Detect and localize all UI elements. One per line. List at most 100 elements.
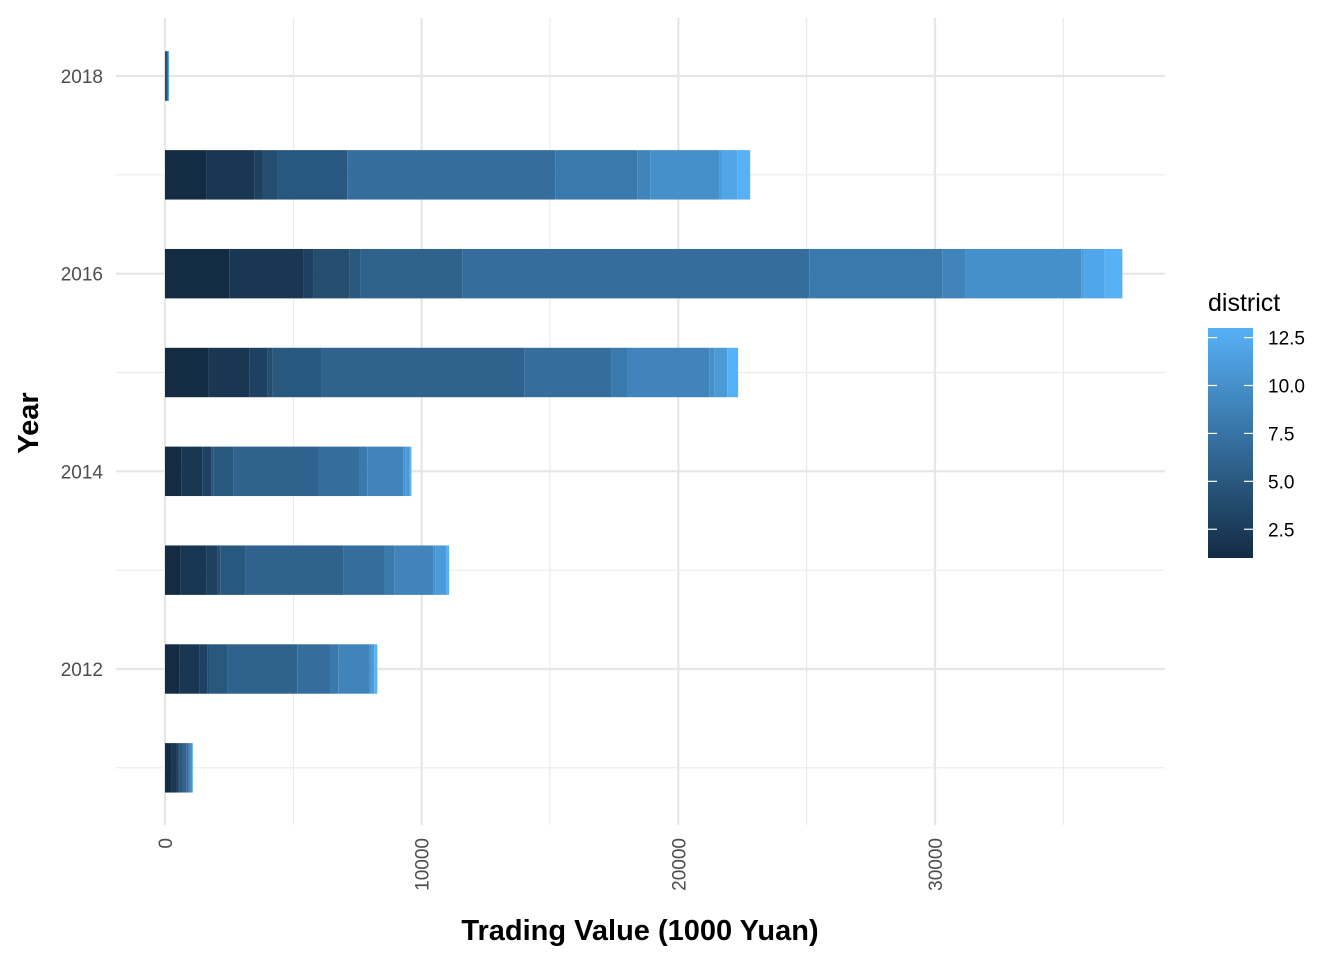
legend-tick-label: 5.0: [1268, 472, 1294, 493]
bar-segment-2011-district-8: [188, 743, 190, 793]
y-tick-label: 2012: [61, 660, 103, 681]
bar-segment-2017-district-2: [206, 150, 255, 200]
bar-segment-2011-district-7: [186, 743, 189, 793]
bar-segment-2013-district-7: [343, 545, 385, 595]
bar-segment-2016-district-7: [462, 248, 810, 299]
bar-segment-2012-district-13: [374, 644, 378, 694]
bar-segment-2011-district-11: [191, 743, 193, 793]
bar-segment-2016-district-12: [1083, 248, 1105, 299]
bar-segment-2011-district-4: [178, 743, 180, 793]
bar-segment-2014-district-12: [409, 446, 411, 497]
bar-segment-2013-district-6: [245, 545, 344, 595]
bar-segment-2014-district-5: [213, 446, 234, 497]
bar-segment-2017-district-1: [165, 150, 207, 200]
bar-segment-2016-district-9: [942, 248, 966, 299]
bar-segment-2012-district-11: [371, 644, 375, 694]
x-tick-label: 20000: [669, 838, 690, 891]
x-axis-title: Trading Value (1000 Yuan): [461, 915, 818, 947]
bar-segment-2015-district-11: [714, 347, 728, 398]
bar-segment-2017-district-12: [721, 150, 738, 200]
bar-segment-2014-district-6: [233, 446, 319, 497]
bar-segment-2016-district-4: [313, 248, 350, 299]
x-tick-label: 10000: [413, 838, 434, 891]
bar-segment-2012-district-9: [338, 644, 370, 694]
bar-segment-2015-district-7: [524, 347, 612, 398]
bar-segment-2013-district-9: [394, 545, 434, 595]
bar-segment-2013-district-8: [384, 545, 395, 595]
bar-segment-2016-district-6: [360, 248, 463, 299]
bar-segment-2012-district-8: [330, 644, 339, 694]
bar-segment-2017-district-7: [347, 150, 556, 200]
bar-segment-2016-district-1: [165, 248, 230, 299]
bar-segment-2013-district-1: [165, 545, 181, 595]
bar-segment-2014-district-13: [410, 446, 412, 497]
y-tick-label: 2018: [61, 67, 103, 88]
bar-segment-2015-district-12: [727, 347, 728, 398]
bar-segment-2015-district-1: [165, 347, 209, 398]
bar-segment-2016-district-3: [303, 248, 314, 299]
legend-colorbar: [1208, 328, 1253, 558]
bar-segment-2017-district-3: [254, 150, 263, 200]
legend-tick-label: 7.5: [1268, 424, 1294, 445]
y-tick-label: 2016: [61, 265, 103, 286]
legend-ticks: 2.5 5.0 7.5 10.0 12.5: [1208, 329, 1305, 541]
bars: [165, 51, 1123, 793]
bar-segment-2014-district-7: [318, 446, 360, 497]
y-tick-label: 2014: [61, 462, 104, 483]
bar-segment-2017-district-10: [650, 150, 720, 200]
bar-segment-2015-district-2: [208, 347, 250, 398]
bar-segment-2014-district-1: [165, 446, 182, 497]
bar-segment-2011-district-5: [179, 743, 183, 793]
y-axis-tick-labels: 2012 2014 2016 2018: [61, 67, 104, 681]
bar-segment-2018-district-2: [165, 51, 167, 101]
bar-segment-2012-district-6: [227, 644, 298, 694]
bar-segment-2015-district-6: [321, 347, 525, 398]
bar-segment-2013-district-2: [180, 545, 207, 595]
bar-segment-2011-district-3: [176, 743, 179, 793]
bar-segment-2011-district-6: [182, 743, 187, 793]
color-legend: district 2.5 5.0 7.5 10.0 12.5: [1208, 289, 1305, 558]
bar-segment-2012-district-7: [297, 644, 331, 694]
bar-segment-2016-district-10: [965, 248, 1082, 299]
bar-segment-2012-district-2: [179, 644, 200, 694]
bar-segment-2018-district-1: [165, 51, 166, 101]
bar-segment-2016-district-8: [809, 248, 943, 299]
bar-segment-2017-district-9: [637, 150, 651, 200]
bar-segment-2011-district-10: [190, 743, 192, 793]
bar-segment-2015-district-4: [267, 347, 273, 398]
bar-segment-2018-district-13: [168, 51, 170, 101]
bar-segment-2011-district-1: [165, 743, 172, 793]
legend-tick-label: 12.5: [1268, 329, 1305, 350]
bar-segment-2017-district-11: [719, 150, 722, 200]
bar-segment-2013-district-5: [220, 545, 246, 595]
bar-segment-2012-district-4: [207, 644, 210, 694]
legend-tick-label: 2.5: [1268, 520, 1294, 541]
bar-segment-2014-district-10: [403, 446, 406, 497]
bar-segment-2012-district-12: [374, 644, 375, 694]
bar-segment-2013-district-12: [446, 545, 447, 595]
bar-segment-2015-district-9: [627, 347, 710, 398]
bar-segment-2013-district-4: [217, 545, 221, 595]
bar-segment-2013-district-11: [435, 545, 447, 595]
bar-segment-2012-district-10: [369, 644, 372, 694]
bar-segment-2012-district-5: [209, 644, 228, 694]
bar-segment-2014-district-3: [202, 446, 212, 497]
bar-segment-2017-district-5: [277, 150, 348, 200]
bar-segment-2017-district-13: [737, 150, 751, 200]
bar-segment-2013-district-13: [446, 545, 450, 595]
bar-segment-2012-district-3: [199, 644, 208, 694]
x-axis-tick-labels: 0 10000 20000 30000: [156, 838, 947, 891]
bar-segment-2017-district-4: [262, 150, 278, 200]
legend-title: district: [1208, 289, 1280, 317]
bar-segment-2017-district-8: [555, 150, 638, 200]
bar-segment-2016-district-13: [1104, 248, 1123, 299]
bar-segment-2015-district-10: [709, 347, 715, 398]
bar-segment-2011-district-2: [171, 743, 177, 793]
x-tick-label: 30000: [926, 838, 947, 891]
bar-segment-2011-district-9: [189, 743, 191, 793]
grid-lines: [116, 18, 1165, 825]
bar-segment-2016-district-2: [229, 248, 304, 299]
bar-segment-2012-district-1: [165, 644, 180, 694]
bar-segment-2015-district-13: [727, 347, 739, 398]
